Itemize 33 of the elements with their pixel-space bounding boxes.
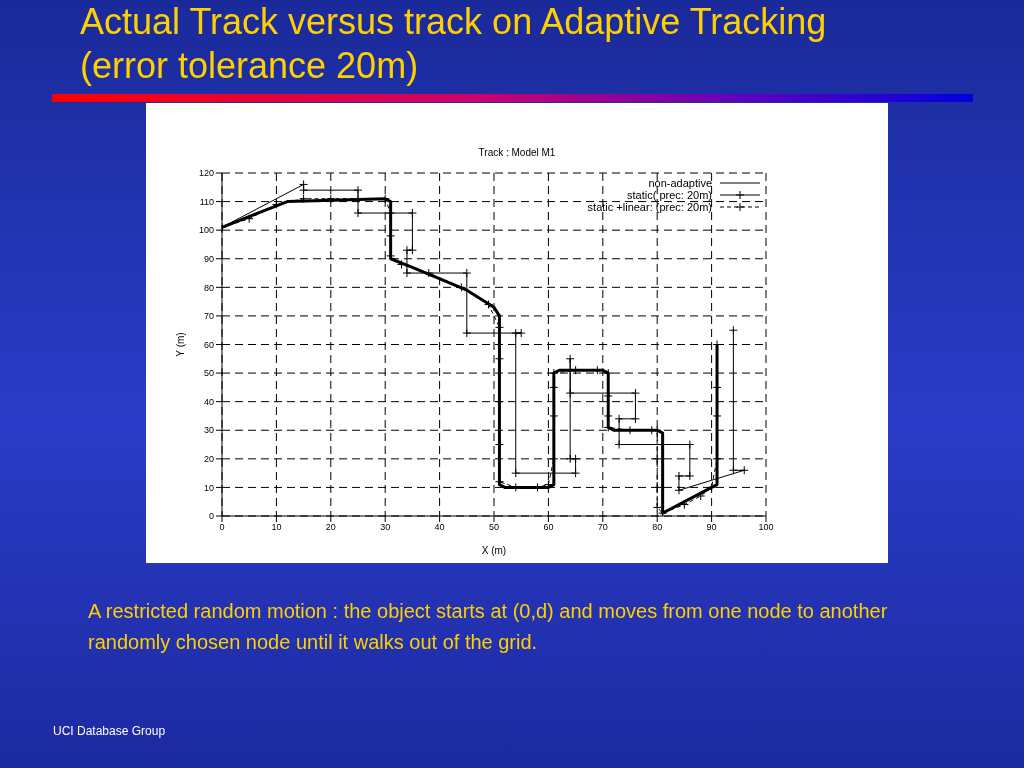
legend-label: static +linear: (prec: 20m): [587, 201, 712, 213]
x-axis-title: X (m): [481, 545, 507, 556]
y-tick-label: 70: [203, 311, 214, 322]
x-tick-label: 60: [543, 522, 554, 533]
y-tick-label: 30: [203, 425, 214, 436]
y-tick-label: 50: [203, 368, 214, 379]
y-tick-label: 60: [203, 339, 214, 350]
x-tick-label: 40: [434, 522, 445, 533]
x-tick-label: 80: [652, 522, 663, 533]
y-tick-label: 90: [203, 253, 214, 264]
y-axis-title: Y (m): [174, 332, 186, 357]
y-tick-label: 40: [203, 396, 214, 407]
y-tick-label: 100: [198, 225, 214, 236]
y-tick-label: 20: [203, 454, 214, 465]
y-tick-label: 120: [198, 168, 214, 179]
y-tick-label: 80: [203, 282, 214, 293]
legend-label: non-adaptive: [648, 177, 712, 189]
x-tick-label: 10: [271, 522, 282, 533]
y-tick-label: 0: [208, 511, 214, 522]
x-tick-label: 50: [488, 522, 500, 533]
x-tick-label: 90: [706, 522, 717, 533]
x-tick-label: 70: [597, 522, 608, 533]
y-tick-label: 10: [203, 482, 214, 493]
x-tick-label: 20: [325, 522, 336, 533]
x-tick-label: 0: [219, 522, 225, 533]
text: A restricted random motion : the object starts at (0,d) and moves from one node to another randomly chosen node until it walks out of the grid.: [88, 599, 889, 655]
text: UCI Database Group: [53, 724, 166, 738]
chart-title: Actual Track versus track on Adaptive Tracking (error tolerance 20m): [80, 0, 828, 88]
legend-label: static( prec: 20m): [627, 189, 712, 201]
x-tick-label: 100: [758, 522, 774, 533]
chart-subtitle: Track : Model M1: [477, 147, 557, 158]
y-tick-label: 110: [199, 196, 214, 207]
x-tick-label: 30: [380, 522, 391, 533]
